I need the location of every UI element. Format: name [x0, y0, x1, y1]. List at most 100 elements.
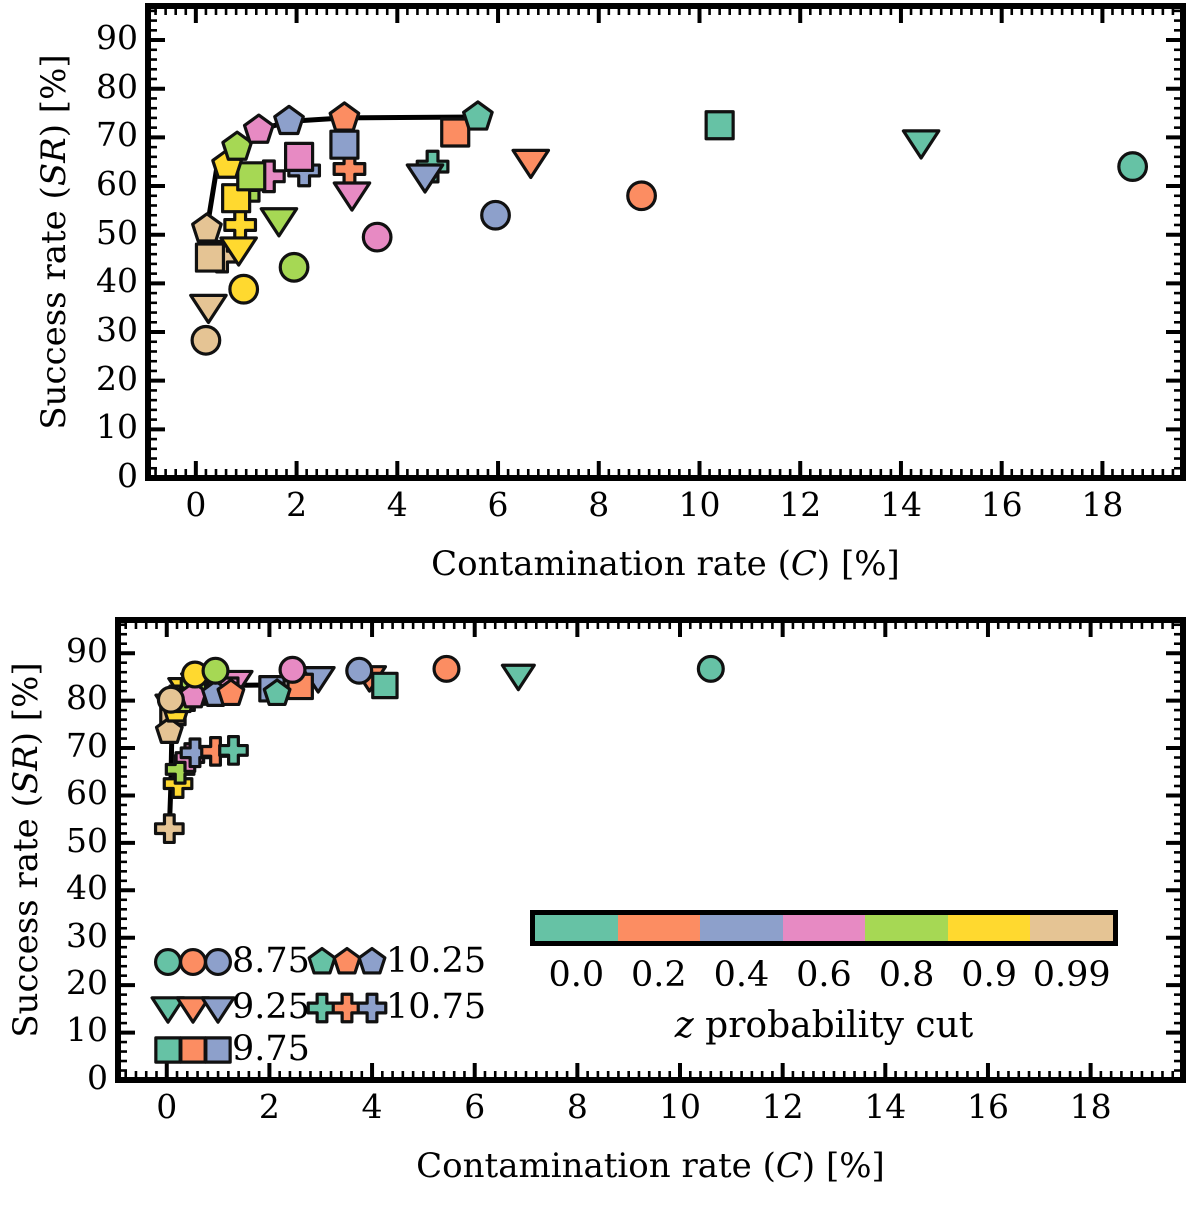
data-point-circle-0.0 [1117, 151, 1149, 182]
colorbar-segment-0.6 [782, 915, 866, 941]
data-point-circle-0.0 [696, 654, 725, 683]
x-tick-label: 2 [258, 1087, 280, 1126]
data-point-square-0.0 [371, 671, 399, 700]
x-tick-label: 14 [864, 1087, 907, 1126]
data-point-circle-0.2 [432, 654, 461, 683]
legend-entry-9-75-marker-2 [204, 1036, 232, 1064]
x-tick-label: 12 [779, 485, 822, 524]
data-point-pentagon-0.0 [262, 678, 292, 707]
colorbar-title-symbol: z [674, 1005, 694, 1046]
legend-entry-8-75-marker-1 [178, 947, 208, 977]
data-point-pentagon-0.99 [191, 212, 223, 243]
data-point-pentagon-0.0 [462, 100, 494, 131]
data-point-circle-0.8 [278, 251, 310, 283]
x-tick-label: 10 [678, 485, 721, 524]
x-tick-label: 12 [761, 1087, 804, 1126]
y-tick-label: 60 [66, 773, 108, 813]
legend-entry-8-75-marker-0 [153, 947, 183, 977]
data-point-circle-0.99 [190, 324, 222, 356]
data-point-circle-0.4 [345, 656, 374, 685]
legend [150, 946, 388, 1064]
legend-entry-9-25-marker-0 [150, 996, 186, 1024]
colorbar-tick-label: 0.2 [631, 955, 687, 995]
legend-entry-9-75-marker-1 [179, 1036, 207, 1064]
data-point-square-0.0 [704, 110, 735, 141]
y-tick-label: 60 [96, 163, 138, 203]
data-point-plus-0.4 [179, 737, 211, 769]
data-point-pentagon-0.2 [216, 678, 246, 707]
panel-bottom-canvas [115, 617, 1186, 1083]
y-tick-label: 0 [117, 455, 138, 495]
x-tick-label: 0 [156, 1087, 178, 1126]
legend-entry-10-75-marker-1 [331, 992, 363, 1024]
x-axis-symbol: C [790, 544, 817, 584]
x-tick-label: 0 [185, 485, 207, 524]
legend-entry-10-25-marker-0 [307, 946, 337, 975]
legend-entry-10-75-label: 10.75 [386, 987, 487, 1027]
plot-area [148, 6, 1183, 478]
colorbar-segment-0.99 [1030, 915, 1113, 941]
x-tick-label: 18 [1069, 1087, 1112, 1126]
legend-entry-9-75-label: 9.75 [232, 1029, 310, 1069]
y-tick-label: 40 [66, 868, 108, 908]
colorbar-tick-label: 0.99 [1032, 955, 1111, 995]
y-tick-label: 50 [66, 820, 108, 860]
legend-entry-10-25-label: 10.25 [386, 941, 487, 981]
legend-entry-10-75-marker-0 [306, 992, 338, 1024]
legend-entry-10-25-marker-1 [332, 946, 362, 975]
data-point-circle-0.9 [228, 273, 260, 305]
colorbar-tick-label: 0.8 [878, 955, 935, 995]
bottom-panel: 0 10 20 30 40 50 60 70 80 90 0 2 4 6 8 10 12 14 16 18 Contam… [0, 580, 1200, 1209]
x-tick-label: 16 [980, 485, 1023, 524]
colorbar-title: z probability cut [674, 1005, 974, 1046]
y-tick-label: 70 [66, 725, 108, 765]
x-tick-label: 2 [286, 485, 308, 524]
x-tick-label: 18 [1081, 485, 1124, 524]
data-point-square-0.4 [329, 129, 360, 160]
data-point-plus-0.99 [153, 813, 185, 845]
data-point-pentagon-0.99 [154, 716, 184, 744]
legend-entry-8-75-marker-2 [203, 947, 233, 977]
y-tick-label: 70 [96, 115, 138, 155]
x-tick-label: 6 [487, 485, 509, 524]
legend-entry-9-25-marker-1 [175, 996, 211, 1024]
data-point-square-0.2 [440, 117, 471, 148]
axes-frame [115, 617, 1186, 1083]
x-tick-label: 8 [588, 485, 610, 524]
data-point-square-0.6 [283, 141, 315, 172]
y-tick-label: 0 [87, 1057, 108, 1097]
data-point-pentagon-0.6 [242, 113, 275, 144]
y-tick-label: 20 [96, 358, 138, 398]
data-point-circle-0.99 [156, 685, 185, 714]
data-point-pentagon-0.2 [328, 101, 361, 132]
x-tick-label: 4 [386, 485, 408, 524]
marker-layer [153, 654, 725, 845]
x-tick-label: 16 [966, 1087, 1009, 1126]
panel-top-canvas [145, 3, 1186, 481]
data-point-circle-0.6 [361, 221, 393, 253]
y-tick-label: 10 [96, 407, 138, 447]
y-tick-label: 30 [96, 309, 138, 349]
y-tick-label: 50 [96, 212, 138, 252]
y-tick-label: 30 [66, 915, 108, 955]
legend-entry-10-75-marker-2 [356, 992, 388, 1024]
colorbar-tick-label: 0.0 [548, 955, 605, 995]
y-tick-label: 20 [66, 963, 108, 1002]
marker-layer [189, 100, 1149, 356]
data-point-triangle-down-0.8 [259, 207, 299, 238]
x-axis-title: Contamination rate (C) [%] [416, 1146, 885, 1186]
colorbar [530, 910, 1118, 946]
legend-entry-8-75-label: 8.75 [232, 941, 310, 981]
data-point-circle-0.4 [480, 199, 511, 231]
data-point-triangle-down-0.4 [405, 163, 445, 194]
y-axis-title: Success rate (SR) [%] [34, 54, 74, 430]
y-tick-label: 90 [66, 631, 108, 671]
colorbar-tick-label: 0.4 [713, 955, 770, 995]
legend-entry-9-75-marker-0 [154, 1036, 182, 1064]
data-point-triangle-down-0.0 [500, 663, 536, 692]
colorbar-segment-0.4 [700, 915, 783, 941]
y-tick-label: 40 [96, 261, 138, 301]
axes-frame [145, 3, 1186, 481]
colorbar-segment-0.9 [947, 915, 1031, 941]
